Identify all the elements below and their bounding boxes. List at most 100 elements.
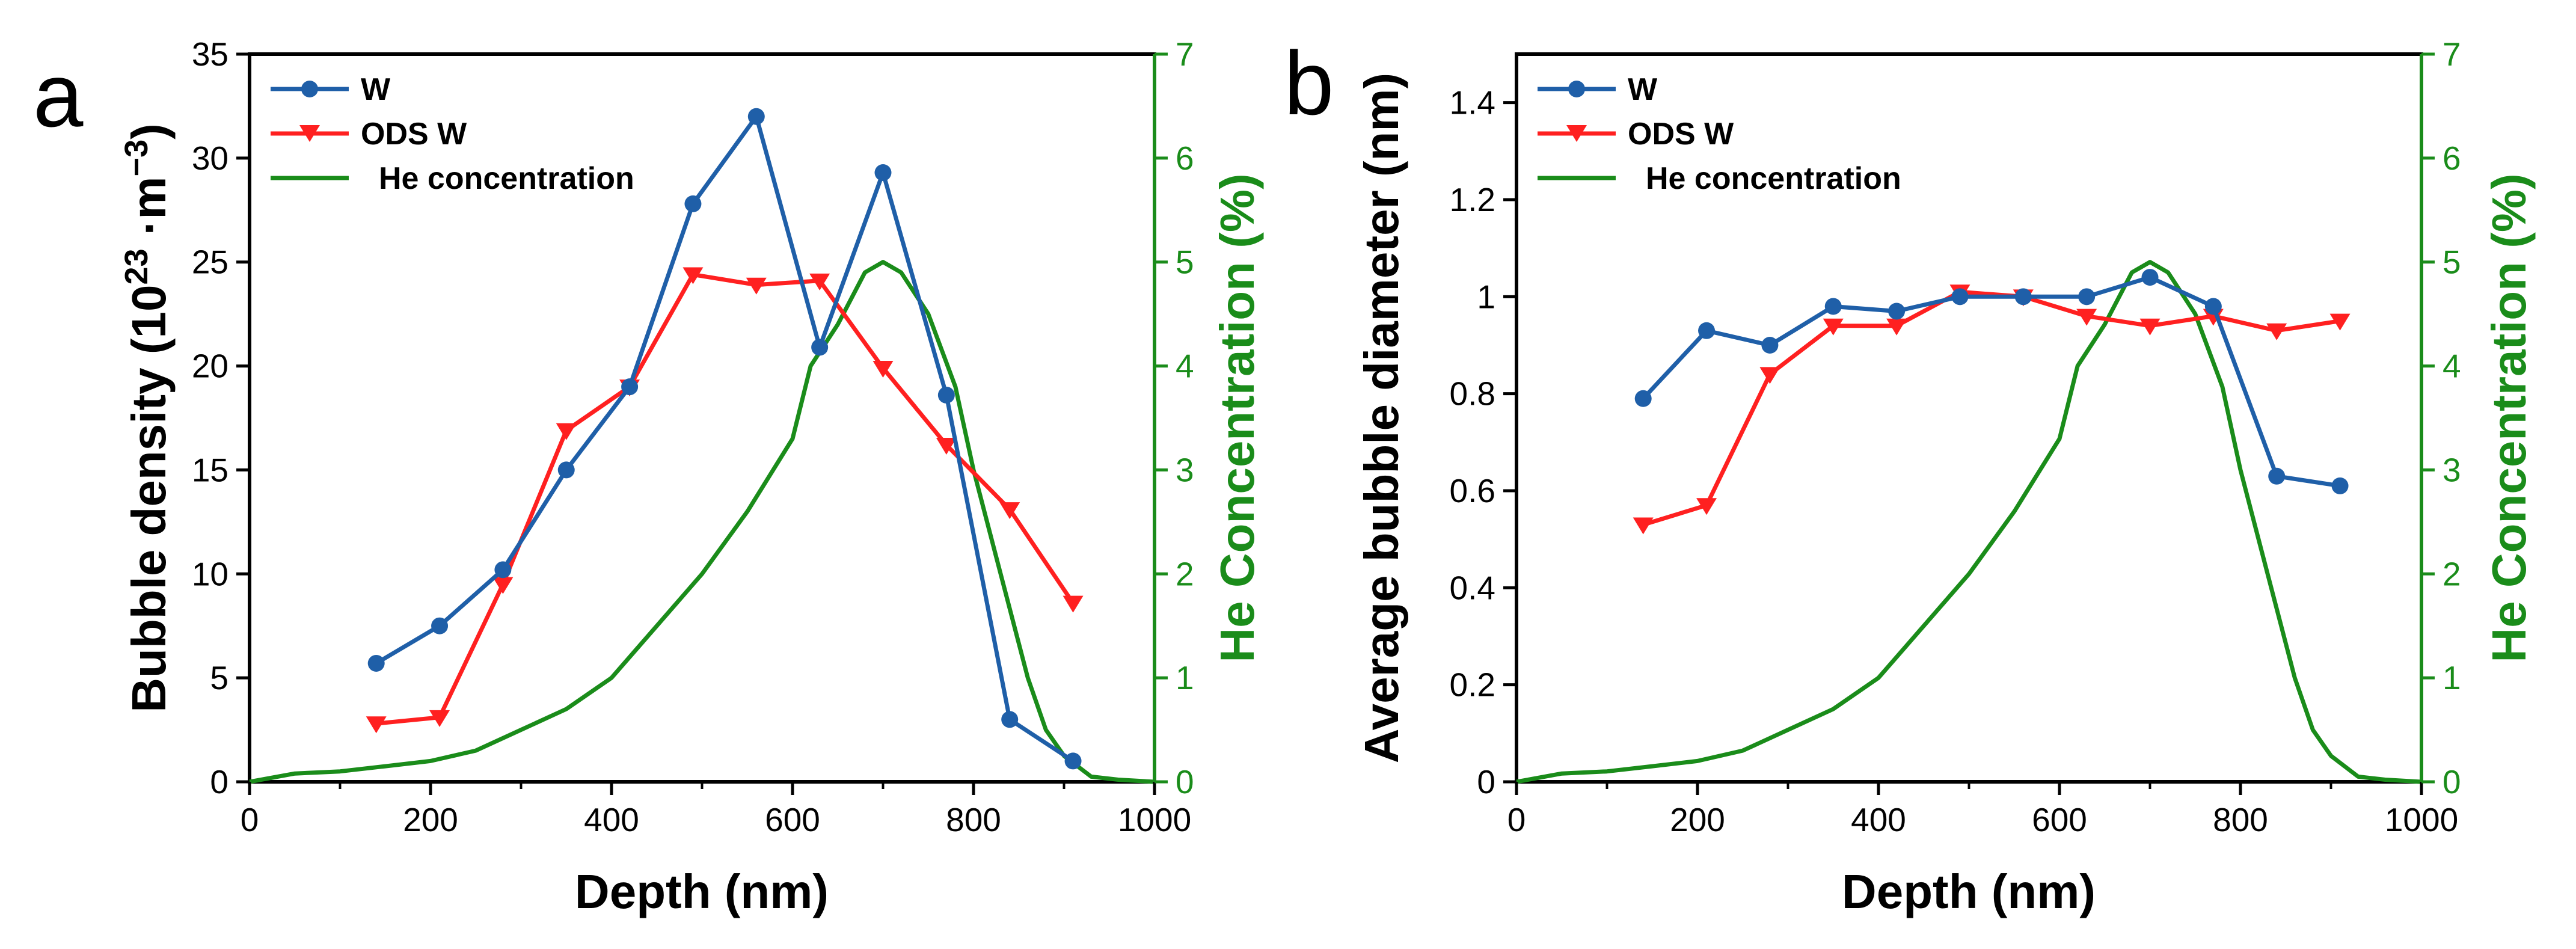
w-point — [2268, 467, 2286, 485]
panel-b-y-axis-title: Average bubble diameter (nm) — [1355, 73, 1408, 763]
y-tick-label: 0 — [210, 763, 228, 800]
ods-w-point — [1696, 498, 1717, 515]
ods-w-point — [1886, 318, 1907, 336]
y-tick-label: 0.4 — [1450, 569, 1495, 606]
panel-b-y-ticks: 0 0.2 0.4 0.6 0.8 1 1.2 1.4 — [1450, 84, 1516, 800]
x-tick-label: 200 — [403, 801, 458, 838]
legend-he-label: He concentration — [1646, 161, 1901, 196]
legend-ods-w-label: ODS W — [1628, 117, 1734, 152]
ods-w-point — [2076, 309, 2097, 326]
y2-tick-label: 2 — [1176, 555, 1194, 592]
y-tick-label: 35 — [192, 35, 228, 73]
ods-w-point — [366, 716, 387, 734]
panel-a-x-ticks: 0 200 400 600 800 1000 — [241, 782, 1191, 838]
w-point — [747, 108, 765, 125]
x-tick-label: 200 — [1670, 801, 1725, 838]
legend-he-label: He concentration — [379, 161, 634, 196]
w-point — [2078, 288, 2096, 306]
ods-w-point — [2329, 313, 2351, 331]
w-point — [937, 386, 955, 404]
y-tick-label: 10 — [192, 555, 228, 592]
y2-tick-label: 1 — [1176, 659, 1194, 696]
legend-ods-w-label: ODS W — [361, 117, 467, 152]
panel-b-y2-axis-title: He Concentration (%) — [2482, 173, 2536, 662]
y2-tick-label: 7 — [1176, 35, 1194, 73]
y-tick-label: 0.2 — [1450, 666, 1495, 704]
w-point — [684, 195, 702, 212]
w-point — [874, 164, 892, 182]
w-line — [375, 114, 1075, 763]
ods-w-point — [746, 277, 767, 295]
ods-w-point — [1063, 595, 1084, 613]
ods-w-point — [1633, 517, 1654, 535]
x-tick-label: 800 — [2213, 801, 2268, 838]
panel-b-w-series — [1634, 269, 2349, 494]
w-point — [2014, 288, 2032, 306]
x-tick-label: 400 — [1851, 801, 1906, 838]
w-point — [1888, 303, 1906, 320]
panel-b: b 0 200 400 600 800 1000 0 0.2 0.4 0.6 0.8 1 1.2 1.4… — [1284, 32, 2536, 918]
panel-a-letter: a — [33, 45, 84, 146]
w-point — [557, 461, 575, 479]
panel-b-letter: b — [1284, 32, 1334, 134]
panel-a-legend: W ODS W He concentration — [271, 72, 634, 196]
panel-a-y-title-part2: ·m — [122, 176, 176, 248]
ods-w-point — [2266, 323, 2287, 340]
y2-tick-label: 5 — [2443, 244, 2461, 281]
x-tick-label: 600 — [2032, 801, 2087, 838]
ods-w-point — [809, 273, 830, 290]
legend-ods-w-marker — [1566, 125, 1587, 142]
w-point — [621, 378, 639, 396]
ods-w-point — [492, 577, 514, 594]
w-point — [1064, 752, 1082, 770]
legend-w-marker — [1568, 81, 1585, 97]
y-tick-label: 25 — [192, 244, 228, 281]
w-point — [1698, 322, 1716, 339]
panel-b-he-concentration-series — [1516, 260, 2422, 784]
ods-w-point — [872, 361, 894, 378]
ods-w-point — [1823, 318, 1844, 336]
panel-a-w-series — [367, 108, 1082, 770]
ods-w-point — [429, 710, 450, 727]
y-tick-label: 1 — [1477, 278, 1495, 315]
panel-b-ods-w-series — [1633, 284, 2351, 535]
ods-w-line — [1642, 289, 2341, 527]
ods-w-point — [556, 423, 577, 440]
y2-tick-label: 3 — [1176, 451, 1194, 488]
panel-b-x-ticks: 0 200 400 600 800 1000 — [1507, 782, 2458, 838]
panel-a-y2-ticks: 0 1 2 3 4 5 6 7 — [1153, 35, 1194, 800]
y-tick-label: 0.8 — [1450, 375, 1495, 413]
panel-a-y-title-exp2: −3 — [118, 140, 155, 177]
ods-w-point — [936, 437, 957, 455]
y-tick-label: 5 — [210, 659, 228, 696]
legend-w-marker — [301, 81, 318, 97]
panel-a-y2-axis-title: He Concentration (%) — [1210, 173, 1264, 662]
x-tick-label: 400 — [584, 801, 639, 838]
y2-tick-label: 7 — [2443, 35, 2461, 73]
w-point — [1824, 298, 1842, 315]
panel-a-y-axis-title: Bubble density (1023 ·m−3) — [118, 123, 176, 713]
ods-w-point — [682, 267, 704, 284]
w-point — [811, 339, 829, 356]
w-point — [2204, 298, 2222, 315]
y2-tick-label: 6 — [2443, 140, 2461, 177]
w-point — [1634, 390, 1652, 407]
x-tick-label: 1000 — [1118, 801, 1191, 838]
x-tick-label: 600 — [765, 801, 820, 838]
panel-a-ods-w-series — [366, 267, 1084, 734]
y2-tick-label: 0 — [1176, 763, 1194, 800]
y2-tick-label: 0 — [2443, 763, 2461, 800]
ods-w-point — [1759, 367, 1780, 384]
panel-a-y-title-part1: Bubble density (10 — [122, 285, 176, 713]
w-point — [1761, 337, 1779, 354]
panel-b-x-axis-title: Depth (nm) — [1842, 865, 2096, 918]
y-tick-label: 15 — [192, 451, 228, 488]
x-tick-label: 1000 — [2385, 801, 2458, 838]
w-point — [2331, 477, 2349, 494]
x-tick-label: 0 — [1507, 801, 1526, 838]
y-tick-label: 30 — [192, 140, 228, 177]
y2-tick-label: 3 — [2443, 451, 2461, 488]
ods-w-point — [2139, 318, 2160, 336]
